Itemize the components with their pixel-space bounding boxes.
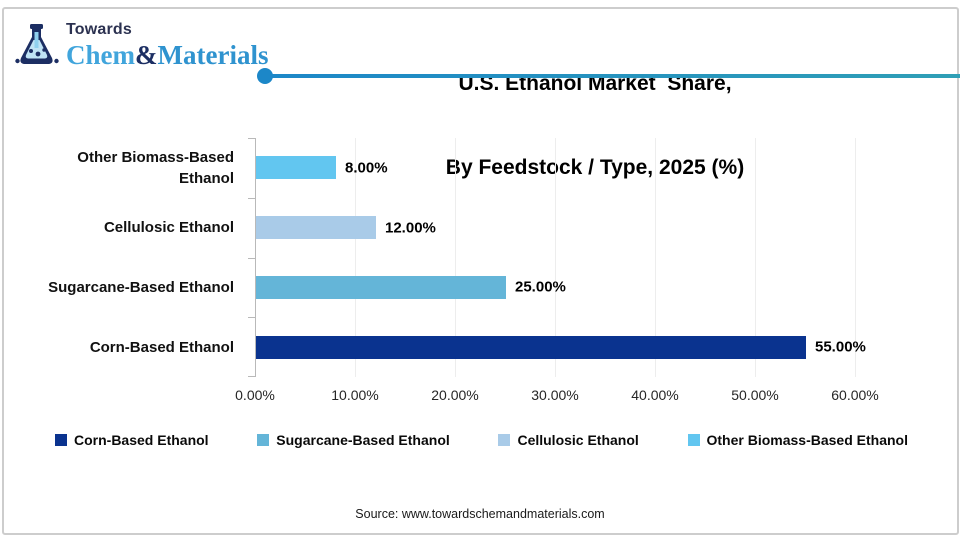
legend-swatch	[687, 434, 700, 446]
y-axis-tick	[248, 257, 255, 259]
category-axis-labels: Other Biomass-Based Ethanol Cellulosic Et…	[28, 138, 246, 377]
bar-plot-area: 8.00% 12.00% 25.00% 55.00%	[248, 138, 890, 377]
value-label: 12.00%	[385, 219, 436, 237]
value-label: 55.00%	[815, 338, 866, 356]
brand-chem: Chem	[66, 40, 135, 70]
category-label: Sugarcane-Based Ethanol	[48, 278, 234, 296]
legend-item: Corn-Based Ethanol	[55, 432, 209, 448]
brand-towards: Towards	[66, 21, 133, 38]
brand-ampersand: &	[135, 40, 158, 70]
category-label: Cellulosic Ethanol	[103, 219, 234, 237]
legend-label: Corn-Based Ethanol	[74, 432, 209, 448]
legend-item: Sugarcane-Based Ethanol	[257, 432, 450, 448]
flask-icon	[14, 20, 60, 70]
brand-materials: Materials	[157, 40, 269, 70]
x-tick-label: 0.00%	[235, 387, 275, 403]
value-label: 25.00%	[515, 278, 566, 296]
x-tick-label: 20.00%	[431, 387, 479, 403]
bar	[256, 156, 336, 180]
legend-swatch	[257, 434, 270, 446]
y-axis-tick	[248, 138, 255, 139]
x-tick-label: 60.00%	[831, 387, 879, 403]
gridline	[355, 138, 356, 377]
legend-label: Cellulosic Ethanol	[517, 432, 639, 448]
legend-label: Other Biomass-Based Ethanol	[706, 432, 909, 448]
gridline	[455, 138, 456, 377]
y-axis-tick	[248, 197, 255, 199]
legend-item: Other Biomass-Based Ethanol	[687, 432, 909, 448]
y-axis-tick	[248, 376, 255, 377]
gridline	[555, 138, 556, 377]
chart-title-line2: By Feedstock / Type, 2025 (%)	[445, 156, 745, 179]
bar	[256, 275, 506, 299]
legend-swatch	[55, 434, 67, 446]
source-note: Source: www.towardschemandmaterials.com	[355, 507, 605, 521]
gridline	[755, 138, 756, 377]
category-label: Other Biomass-Based Ethanol	[77, 148, 234, 187]
value-label: 8.00%	[345, 159, 388, 177]
brand-name: Chem&Materials	[66, 42, 268, 69]
legend-label: Sugarcane-Based Ethanol	[276, 432, 450, 448]
legend-swatch	[498, 434, 511, 446]
x-tick-label: 10.00%	[331, 387, 379, 403]
header-divider-dot	[257, 68, 273, 84]
chart-legend: Corn-Based Ethanol Sugarcane-Based Ethano…	[55, 432, 908, 448]
brand-text: Towards Chem&Materials	[66, 20, 268, 69]
category-label: Corn-Based Ethanol	[89, 338, 234, 356]
y-axis-line	[255, 138, 256, 377]
brand-logo: Towards Chem&Materials	[14, 20, 268, 70]
header-divider-line	[265, 74, 960, 78]
x-tick-label: 30.00%	[531, 387, 579, 403]
x-tick-label: 40.00%	[631, 387, 679, 403]
legend-item: Cellulosic Ethanol	[498, 432, 639, 448]
x-axis-labels: 0.00% 10.00% 20.00% 30.00% 40.00% 50.00% 60.00…	[235, 387, 955, 409]
y-axis-tick	[248, 317, 255, 319]
bar	[256, 335, 806, 359]
bar	[256, 216, 376, 240]
gridline	[855, 138, 856, 377]
x-tick-label: 50.00%	[731, 387, 779, 403]
gridline	[655, 138, 656, 377]
